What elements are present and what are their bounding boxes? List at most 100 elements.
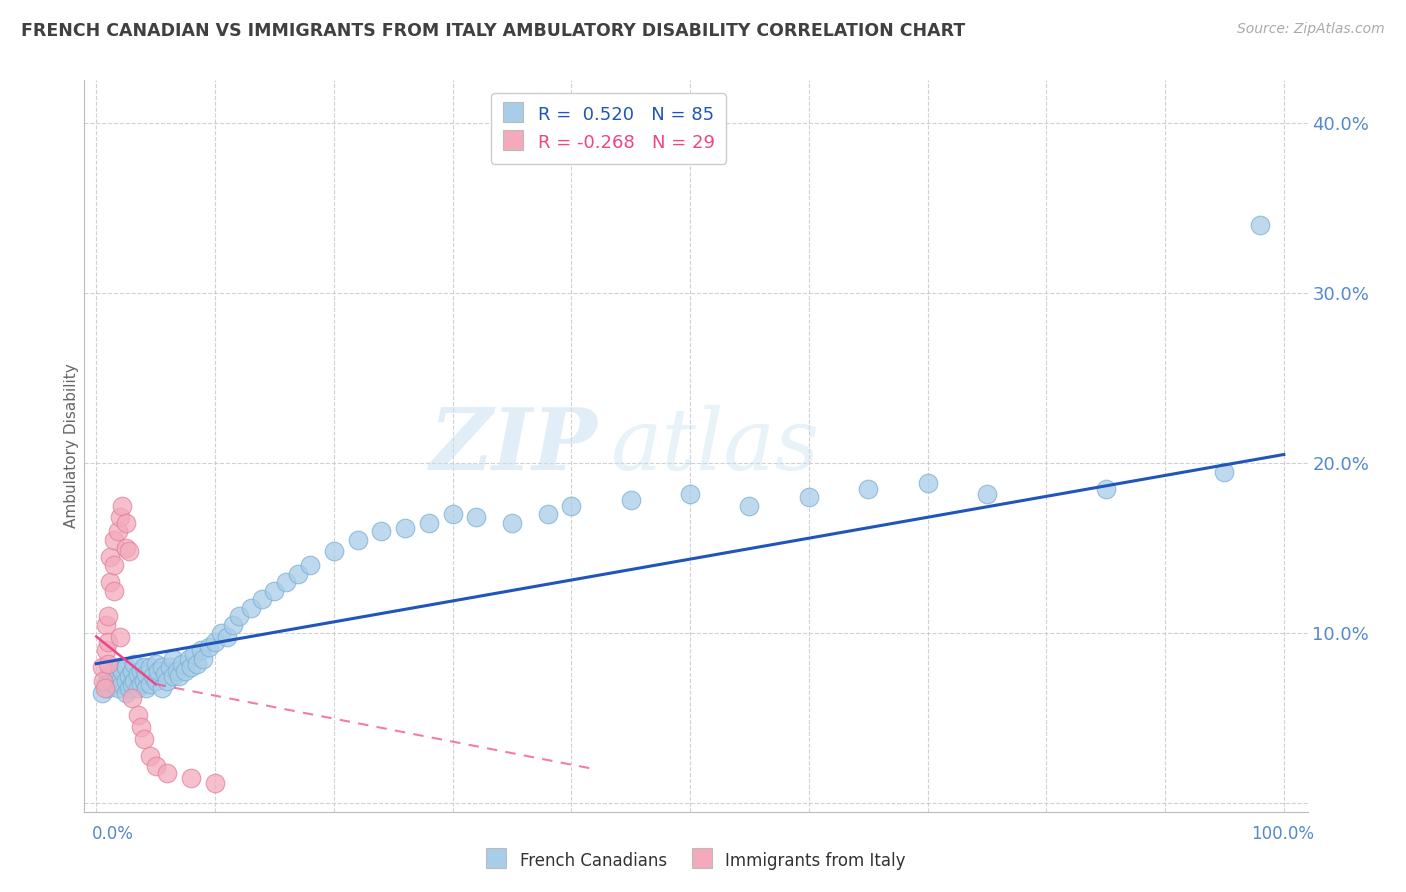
Point [418,516,440,530]
Point [976,486,998,500]
Point [127,681,149,695]
Point [135,681,157,695]
Point [263,583,285,598]
Point [287,566,309,581]
Point [180,660,202,674]
Point [180,771,202,785]
Point [138,748,160,763]
Point [239,600,262,615]
Point [103,583,125,598]
Point [100,673,122,688]
Point [118,668,141,682]
Point [118,544,141,558]
Point [145,759,167,773]
Point [138,660,160,674]
Point [204,776,226,790]
Point [121,664,143,678]
Point [108,673,131,688]
Point [215,630,238,644]
Text: 100.0%: 100.0% [1251,825,1315,843]
Point [738,499,761,513]
Point [94,677,117,691]
Point [135,667,157,681]
Point [107,681,129,695]
Point [97,609,120,624]
Point [118,681,141,695]
Point [107,668,129,682]
Point [370,524,392,538]
Point [346,533,368,547]
Point [131,664,153,678]
Point [441,507,464,521]
Point [127,667,149,681]
Point [108,660,131,674]
Point [209,626,232,640]
Point [159,660,181,674]
Point [501,516,523,530]
Point [115,686,138,700]
Point [97,657,120,671]
Point [1094,482,1116,496]
Text: Source: ZipAtlas.com: Source: ZipAtlas.com [1237,22,1385,37]
Point [93,673,115,688]
Point [183,647,205,661]
Text: ZIP: ZIP [430,404,598,488]
Text: 0.0%: 0.0% [91,825,134,843]
Point [156,673,179,688]
Point [797,490,820,504]
Point [276,575,298,590]
Point [222,617,245,632]
Point [190,643,212,657]
Point [91,686,114,700]
Point [97,634,120,648]
Point [127,707,149,722]
Point [97,668,120,682]
Point [146,664,169,678]
Point [1213,465,1236,479]
Point [107,524,129,538]
Point [394,521,416,535]
Point [122,657,145,671]
Point [679,486,702,500]
Point [917,476,939,491]
Point [97,681,120,695]
Point [186,657,208,671]
Point [100,549,122,564]
Point [145,673,167,688]
Point [115,673,138,688]
Text: FRENCH CANADIAN VS IMMIGRANTS FROM ITALY AMBULATORY DISABILITY CORRELATION CHART: FRENCH CANADIAN VS IMMIGRANTS FROM ITALY… [21,22,966,40]
Point [856,482,879,496]
Legend: French Canadians, Immigrants from Italy: French Canadians, Immigrants from Italy [479,844,912,877]
Point [142,668,165,682]
Point [115,541,138,555]
Point [131,720,153,734]
Point [94,617,117,632]
Point [103,677,125,691]
Point [111,677,134,691]
Point [174,664,197,678]
Y-axis label: Ambulatory Disability: Ambulatory Disability [63,364,79,528]
Point [121,677,143,691]
Point [150,660,173,674]
Point [191,651,214,665]
Point [108,510,131,524]
Point [198,640,221,654]
Point [111,664,134,678]
Point [465,510,488,524]
Point [100,575,122,590]
Point [103,664,125,678]
Point [166,664,188,678]
Point [115,516,138,530]
Point [103,533,125,547]
Point [620,493,643,508]
Point [145,657,167,671]
Point [150,681,173,695]
Point [132,673,155,688]
Point [132,731,155,746]
Point [153,667,176,681]
Point [177,651,200,665]
Point [322,544,344,558]
Point [298,558,321,572]
Point [121,690,143,705]
Point [131,677,153,691]
